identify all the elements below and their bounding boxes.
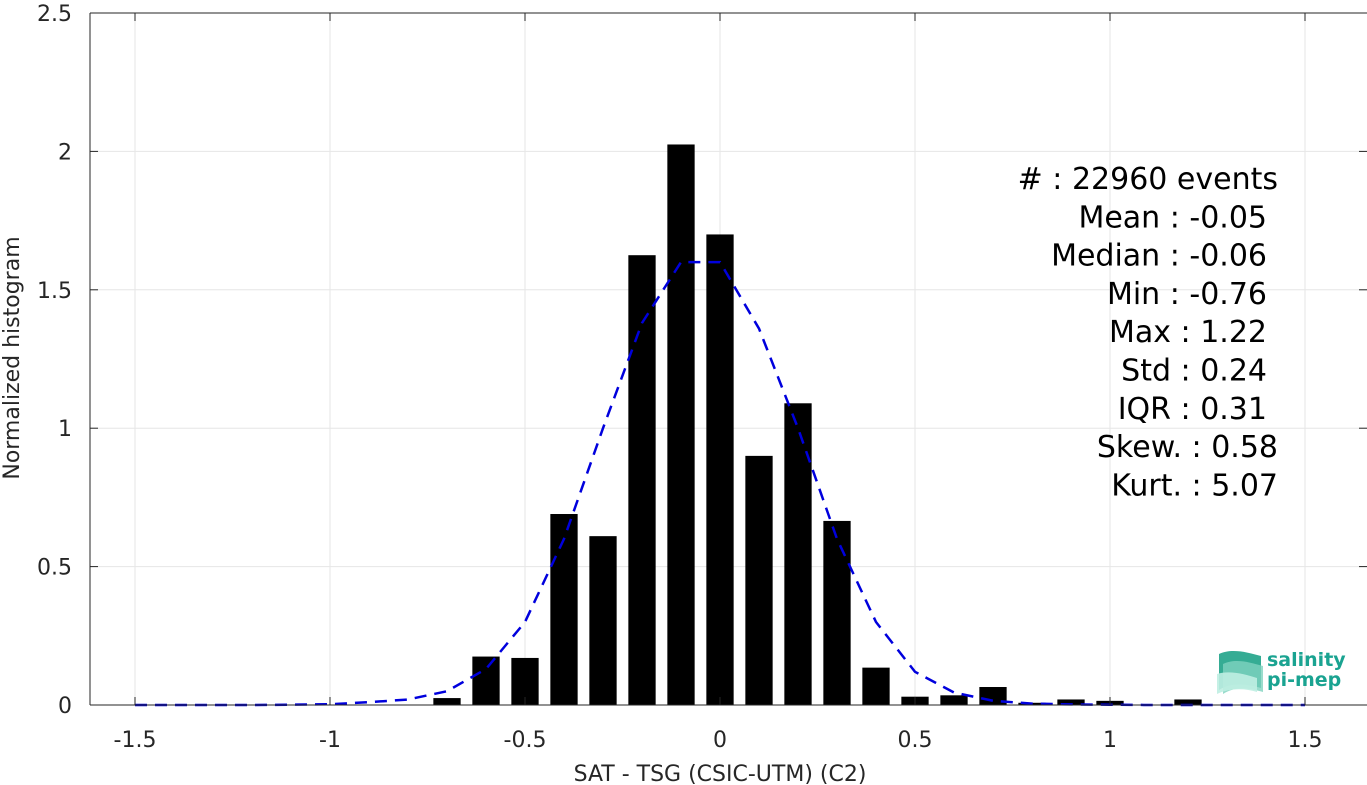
stats-line: Mean : -0.05 [1078, 200, 1267, 235]
histogram-bar [628, 255, 656, 705]
histogram-bar [472, 656, 500, 705]
histogram-bar [823, 520, 851, 705]
x-tick-label: -1 [319, 728, 341, 753]
x-tick-label: 1.5 [1288, 728, 1323, 753]
histogram-bar [589, 536, 617, 705]
stats-line: IQR : 0.31 [1118, 392, 1267, 427]
stats-line: Max : 1.22 [1109, 315, 1267, 350]
logo-wave-icon-3 [1217, 672, 1257, 694]
logo-text-pi-mep: pi-mep [1267, 669, 1341, 691]
x-axis-label: SAT - TSG (CSIC-UTM) (C2) [574, 762, 867, 785]
y-tick-label: 1.5 [37, 279, 72, 304]
x-tick-label: -0.5 [504, 728, 547, 753]
histogram-bar [862, 667, 890, 705]
histogram-bar [706, 234, 734, 705]
y-axis-label: Normalized histogram [0, 236, 25, 479]
salinity-pi-mep-logo: salinity pi-mep [1217, 649, 1346, 694]
axes [89, 12, 1367, 706]
histogram-bar [1057, 699, 1085, 705]
stats-line: # : 22960 events [1018, 162, 1278, 197]
x-tick-label: -1.5 [114, 728, 157, 753]
histogram-bar [745, 455, 773, 705]
histogram-bar [550, 514, 578, 705]
x-tick-label: 1 [1103, 728, 1117, 753]
histogram-bar [667, 144, 695, 706]
y-tick-label: 0 [58, 694, 72, 719]
y-tick-label: 0.5 [37, 556, 72, 581]
stats-line: Skew. : 0.58 [1097, 430, 1278, 465]
histogram-bar [1174, 699, 1202, 705]
stats-line: Min : -0.76 [1107, 277, 1267, 312]
x-tick-label: 0 [713, 728, 727, 753]
tick-labels: -1.5 -1 -0.5 0 0.5 1 1.5 0 0.5 1 1.5 2 2.5 [37, 2, 1323, 753]
histogram-bar [433, 698, 461, 705]
stats-line: Kurt. : 5.07 [1111, 468, 1278, 503]
stats-line: Median : -0.06 [1051, 239, 1267, 274]
stats-line: Std : 0.24 [1121, 354, 1267, 389]
y-tick-label: 2 [58, 140, 72, 165]
y-tick-label: 1 [58, 417, 72, 442]
histogram-bar [940, 695, 968, 705]
logo-text-salinity: salinity [1267, 649, 1346, 671]
histogram-bar [784, 403, 812, 705]
y-tick-label: 2.5 [37, 2, 72, 27]
x-tick-label: 0.5 [898, 728, 933, 753]
bars [433, 144, 1202, 706]
